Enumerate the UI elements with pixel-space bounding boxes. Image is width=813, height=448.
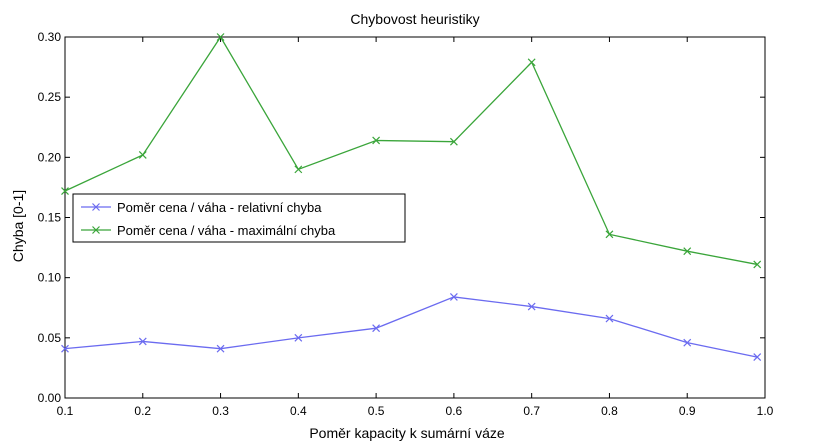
y-tick-label: 0.10 [38,271,62,285]
legend: Poměr cena / váha - relativní chyba Poměr… [72,193,406,243]
y-axis-label: Chyba [0-1] [10,190,26,262]
x-tick-label: 0.1 [57,404,74,418]
y-tick-label: 0.20 [38,150,62,164]
data-point [683,247,692,256]
y-tick-label: 0.05 [38,331,62,345]
x-tick-label: 0.4 [290,404,307,418]
x-tick-label: 0.7 [523,404,540,418]
data-point [138,337,147,346]
data-point [61,344,69,353]
axis-ticks: 0.1 0.2 0.3 0.4 0.5 0.6 0.7 0.8 0.9 1.0 0.00 0.05 0.… [38,30,774,418]
legend-marker [92,226,100,234]
series-layer [61,33,762,362]
legend-label: Poměr cena / váha - relativní chyba [117,200,322,215]
data-point [527,58,536,67]
data-point [372,136,381,145]
x-tick-label: 1.0 [757,404,774,418]
data-point [449,137,458,146]
data-point [61,187,69,195]
data-point [372,324,381,333]
y-tick-label: 0.00 [38,391,62,405]
series-2 [61,33,762,269]
data-point [753,353,762,362]
data-point [216,33,225,41]
legend-box [72,193,406,243]
data-point [753,260,762,269]
series-line [64,35,758,266]
y-tick-label: 0.25 [38,90,62,104]
x-tick-label: 0.3 [212,404,229,418]
data-point [216,344,225,353]
data-point [138,151,147,159]
legend-marker [92,203,100,211]
data-point [527,302,536,311]
series-line [64,296,758,358]
data-point [294,165,303,174]
data-point [605,314,614,323]
data-point [605,230,614,239]
x-tick-label: 0.2 [134,404,151,418]
x-tick-label: 0.9 [679,404,696,418]
y-tick-label: 0.30 [38,30,62,44]
data-point [294,333,303,342]
x-tick-label: 0.6 [446,404,463,418]
data-point [449,292,458,301]
y-tick-label: 0.15 [38,211,62,225]
x-tick-label: 0.5 [368,404,385,418]
chart-title: Chybovost heuristiky [350,11,479,27]
data-point [683,338,692,347]
x-tick-label: 0.8 [601,404,618,418]
legend-label: Poměr cena / váha - maximální chyba [117,223,336,238]
series-1 [61,292,762,362]
x-axis-label: Poměr kapacity k sumární váze [309,425,505,441]
